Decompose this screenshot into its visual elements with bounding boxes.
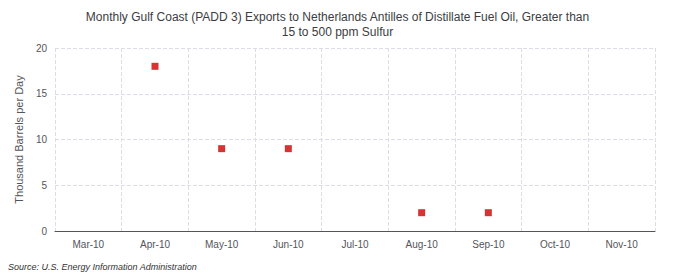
- svg-text:Mar-10: Mar-10: [72, 239, 104, 250]
- svg-text:Aug-10: Aug-10: [406, 239, 439, 250]
- svg-text:Thousand Barrels per Day: Thousand Barrels per Day: [13, 75, 25, 204]
- svg-text:5: 5: [41, 180, 47, 191]
- svg-text:10: 10: [36, 134, 48, 145]
- svg-text:Nov-10: Nov-10: [606, 239, 639, 250]
- svg-text:15 to 500 ppm Sulfur: 15 to 500 ppm Sulfur: [282, 25, 393, 39]
- svg-text:Sep-10: Sep-10: [472, 239, 505, 250]
- svg-text:Source: U.S. Energy Informatio: Source: U.S. Energy Information Administ…: [8, 262, 197, 272]
- svg-text:Jun-10: Jun-10: [273, 239, 304, 250]
- svg-text:Monthly Gulf Coast (PADD 3) Ex: Monthly Gulf Coast (PADD 3) Exports to N…: [86, 10, 589, 24]
- svg-text:20: 20: [36, 43, 48, 54]
- svg-text:15: 15: [36, 88, 48, 99]
- svg-text:Jul-10: Jul-10: [341, 239, 369, 250]
- svg-text:May-10: May-10: [205, 239, 239, 250]
- svg-text:Apr-10: Apr-10: [140, 239, 170, 250]
- svg-text:Oct-10: Oct-10: [540, 239, 570, 250]
- svg-text:0: 0: [41, 226, 47, 237]
